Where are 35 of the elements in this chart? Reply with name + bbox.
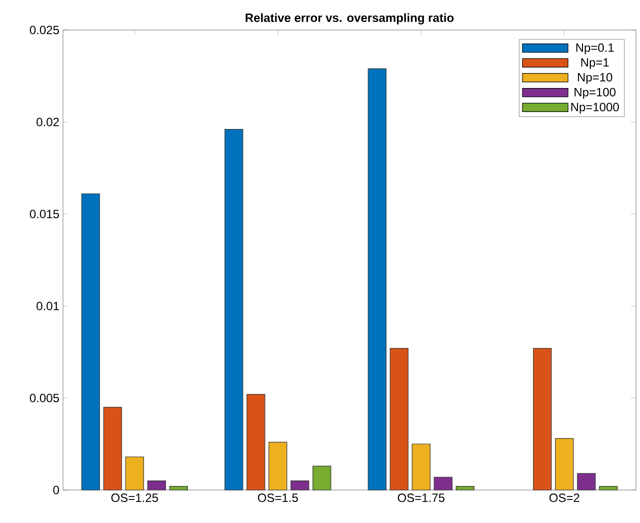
bar bbox=[103, 406, 122, 490]
y-tick-label: 0.02 bbox=[36, 118, 59, 126]
bar bbox=[434, 476, 452, 490]
bar bbox=[456, 486, 474, 490]
bar bbox=[390, 348, 408, 490]
y-tick-label: 0.01 bbox=[36, 302, 59, 310]
bar bbox=[224, 129, 244, 490]
chart-title: Relative error vs. oversampling ratio bbox=[246, 13, 454, 24]
legend-label: Np=1000 bbox=[571, 102, 619, 114]
y-tick-label: 0.005 bbox=[30, 394, 59, 402]
y-tick-label: 0.015 bbox=[30, 210, 59, 218]
y-tick-label: 0.025 bbox=[30, 26, 59, 34]
x-tick-label: OS=1.25 bbox=[111, 494, 158, 502]
bar bbox=[147, 480, 166, 490]
x-tick-label: OS=1.75 bbox=[398, 494, 444, 502]
y-tick-label: 0 bbox=[53, 486, 60, 494]
bar bbox=[268, 442, 288, 490]
bar bbox=[368, 68, 386, 490]
bar bbox=[412, 444, 430, 490]
bar bbox=[290, 480, 310, 490]
bar bbox=[312, 466, 332, 490]
legend-label: Np=1 bbox=[581, 58, 609, 70]
x-tick-label: OS=2 bbox=[549, 494, 580, 502]
legend-label: Np=0.1 bbox=[576, 43, 614, 54]
bar bbox=[555, 438, 574, 490]
bar bbox=[246, 394, 266, 490]
legend-label: Np=10 bbox=[578, 73, 612, 84]
bar bbox=[81, 193, 100, 490]
legend-label: Np=100 bbox=[574, 88, 616, 99]
bar bbox=[599, 486, 618, 490]
bar bbox=[169, 486, 188, 490]
bar bbox=[125, 456, 144, 490]
bar bbox=[577, 473, 596, 490]
bar bbox=[533, 348, 552, 490]
x-tick-label: OS=1.5 bbox=[258, 494, 298, 502]
